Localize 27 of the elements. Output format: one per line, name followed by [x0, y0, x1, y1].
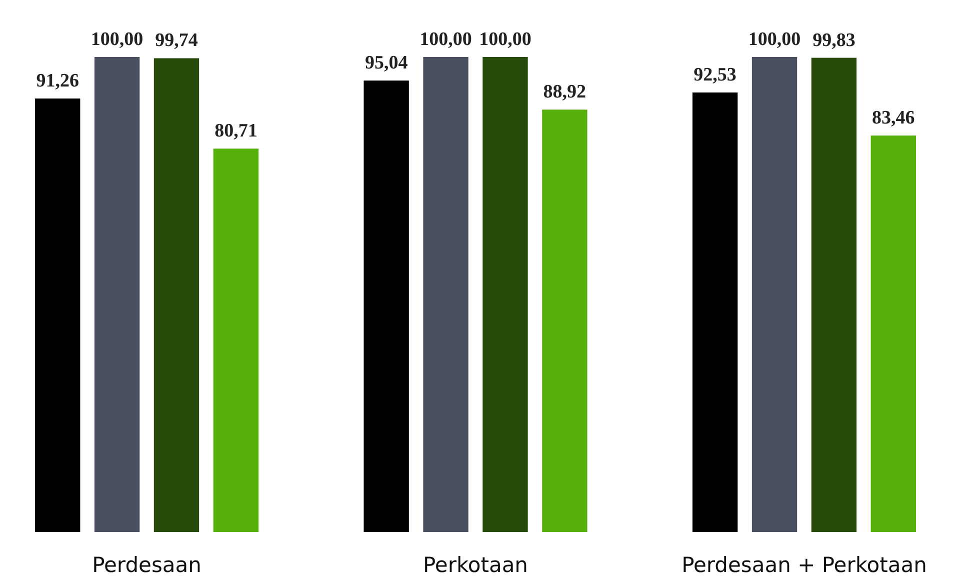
data-label: 99,83 — [812, 30, 856, 51]
data-label: 95,04 — [364, 52, 408, 74]
data-label: 100,00 — [479, 29, 532, 50]
data-label: 91,26 — [36, 70, 79, 92]
data-label: 99,74 — [155, 30, 198, 52]
data-label: 92,53 — [694, 64, 736, 86]
data-label: 100,00 — [420, 29, 472, 50]
data-label: 88,92 — [543, 82, 586, 103]
data-label: 100,00 — [748, 29, 801, 50]
bar — [423, 57, 468, 532]
bar — [154, 58, 200, 532]
bar — [870, 136, 916, 532]
bar — [94, 57, 140, 532]
bar — [213, 148, 259, 532]
data-label: 83,46 — [872, 108, 915, 129]
bar — [692, 92, 738, 532]
bar — [482, 57, 528, 532]
bar — [364, 80, 409, 532]
bar — [752, 57, 798, 532]
x-tick-label: Perdesaan + Perkotaan — [682, 553, 927, 577]
bar — [811, 58, 857, 532]
bar — [35, 98, 80, 532]
data-label: 100,00 — [90, 29, 144, 50]
x-tick-label: Perdesaan — [92, 553, 202, 577]
bar — [542, 110, 588, 532]
x-tick-label: Perkotaan — [422, 553, 528, 577]
data-label: 80,71 — [214, 120, 258, 142]
